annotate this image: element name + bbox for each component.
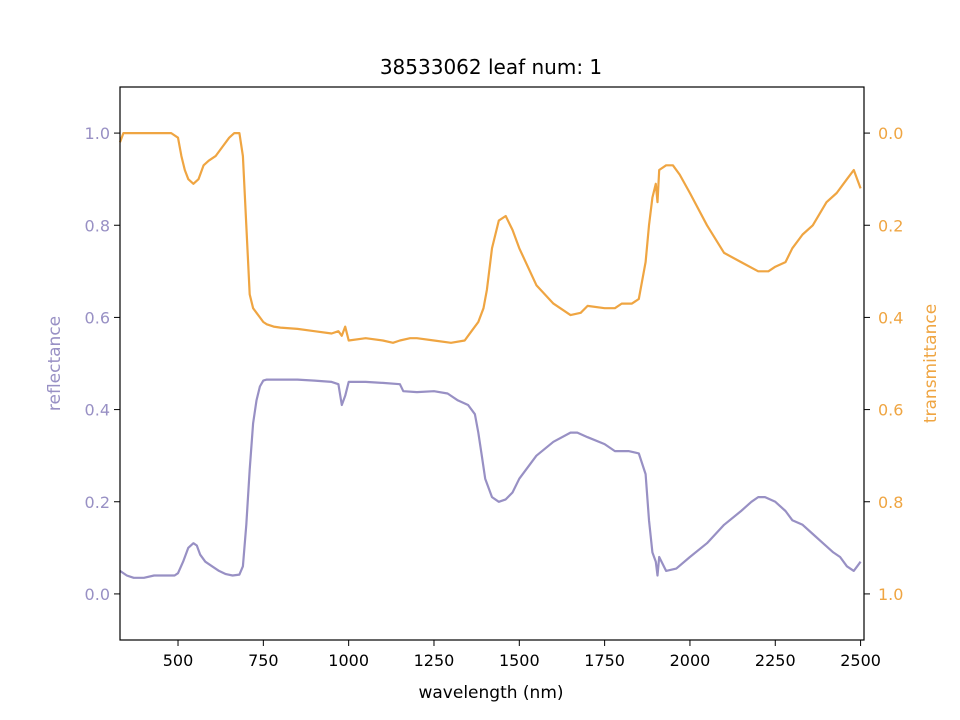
plot-frame [119, 86, 865, 641]
y-right-tick-label: 0.4 [878, 308, 903, 327]
tick-layer: 500 750 1000 1250 1500 1750 2000 2250 2500 0.0 0.2… [85, 124, 904, 670]
y-left-tick-label: 0.4 [85, 401, 110, 420]
x-tick-label: 1000 [328, 651, 369, 670]
x-tick-label: 500 [163, 651, 194, 670]
transmittance-line [118, 132, 862, 344]
x-tick-label: 2000 [670, 651, 711, 670]
plot-border [119, 86, 865, 641]
y-right-tick-label: 0.8 [878, 493, 903, 512]
y-right-tick-label: 0.2 [878, 216, 903, 235]
chart-title: 38533062 leaf num: 1 [380, 55, 602, 79]
series-layer [118, 132, 862, 579]
x-tick-label: 750 [248, 651, 279, 670]
y-right-tick-label: 0.0 [878, 124, 903, 143]
y-left-tick-label: 0.8 [85, 216, 110, 235]
x-tick-label: 1750 [584, 651, 625, 670]
reflectance-line [119, 378, 862, 579]
x-tick-label: 1250 [414, 651, 455, 670]
x-tick-label: 2250 [755, 651, 796, 670]
y-right-tick-label: 0.6 [878, 401, 903, 420]
y-left-tick-label: 1.0 [85, 124, 110, 143]
x-axis-label: wavelength (nm) [418, 683, 563, 703]
y-left-tick-label: 0.2 [85, 493, 110, 512]
y-right-tick-label: 1.0 [878, 585, 903, 604]
x-tick-label: 2500 [840, 651, 881, 670]
y-axis-right-label: transmittance [921, 304, 941, 423]
y-axis-left-label: reflectance [45, 316, 65, 411]
y-left-tick-label: 0.0 [85, 585, 110, 604]
x-tick-label: 1500 [499, 651, 540, 670]
y-left-tick-label: 0.6 [85, 308, 110, 327]
